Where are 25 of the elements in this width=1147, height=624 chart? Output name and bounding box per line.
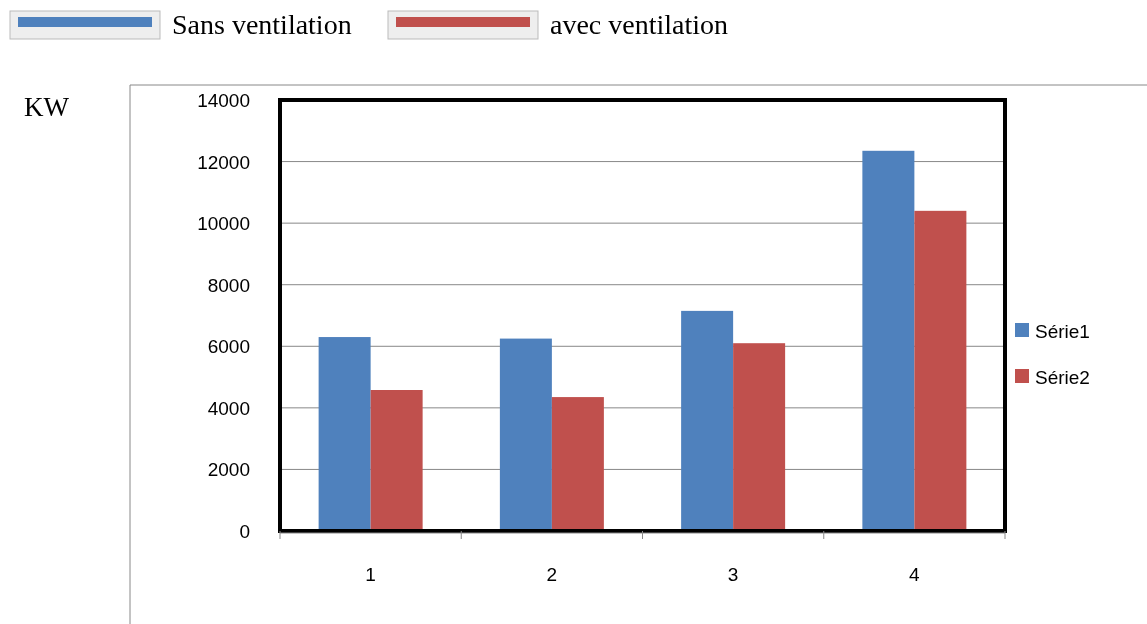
bar: [914, 210, 967, 531]
bar: [370, 390, 423, 531]
y-tick-label: 4000: [207, 397, 250, 419]
bar: [681, 310, 734, 531]
y-tick-label: 12000: [197, 151, 250, 173]
x-tick-label: 1: [365, 564, 376, 585]
y-tick-label: 0: [239, 521, 250, 542]
text: avec ventilation: [550, 9, 729, 40]
y-tick-label: 2000: [207, 459, 250, 481]
y-tick-label: 10000: [197, 213, 250, 235]
y-axis-title: KW: [24, 92, 70, 122]
bar: [551, 397, 604, 531]
bar: [318, 337, 371, 531]
y-tick-label: 8000: [207, 274, 250, 296]
bar: [862, 150, 915, 531]
y-tick-label: 6000: [207, 336, 250, 358]
bar: [733, 343, 786, 531]
legend-label: Série1: [1035, 321, 1090, 342]
bar: [499, 338, 552, 531]
x-tick-label: 2: [546, 564, 558, 585]
x-tick-label: 4: [909, 564, 921, 585]
text: Sans ventilation: [172, 9, 352, 40]
legend-label: Série2: [1035, 367, 1090, 388]
y-tick-label: 14000: [197, 90, 250, 111]
x-tick-label: 3: [727, 564, 739, 585]
